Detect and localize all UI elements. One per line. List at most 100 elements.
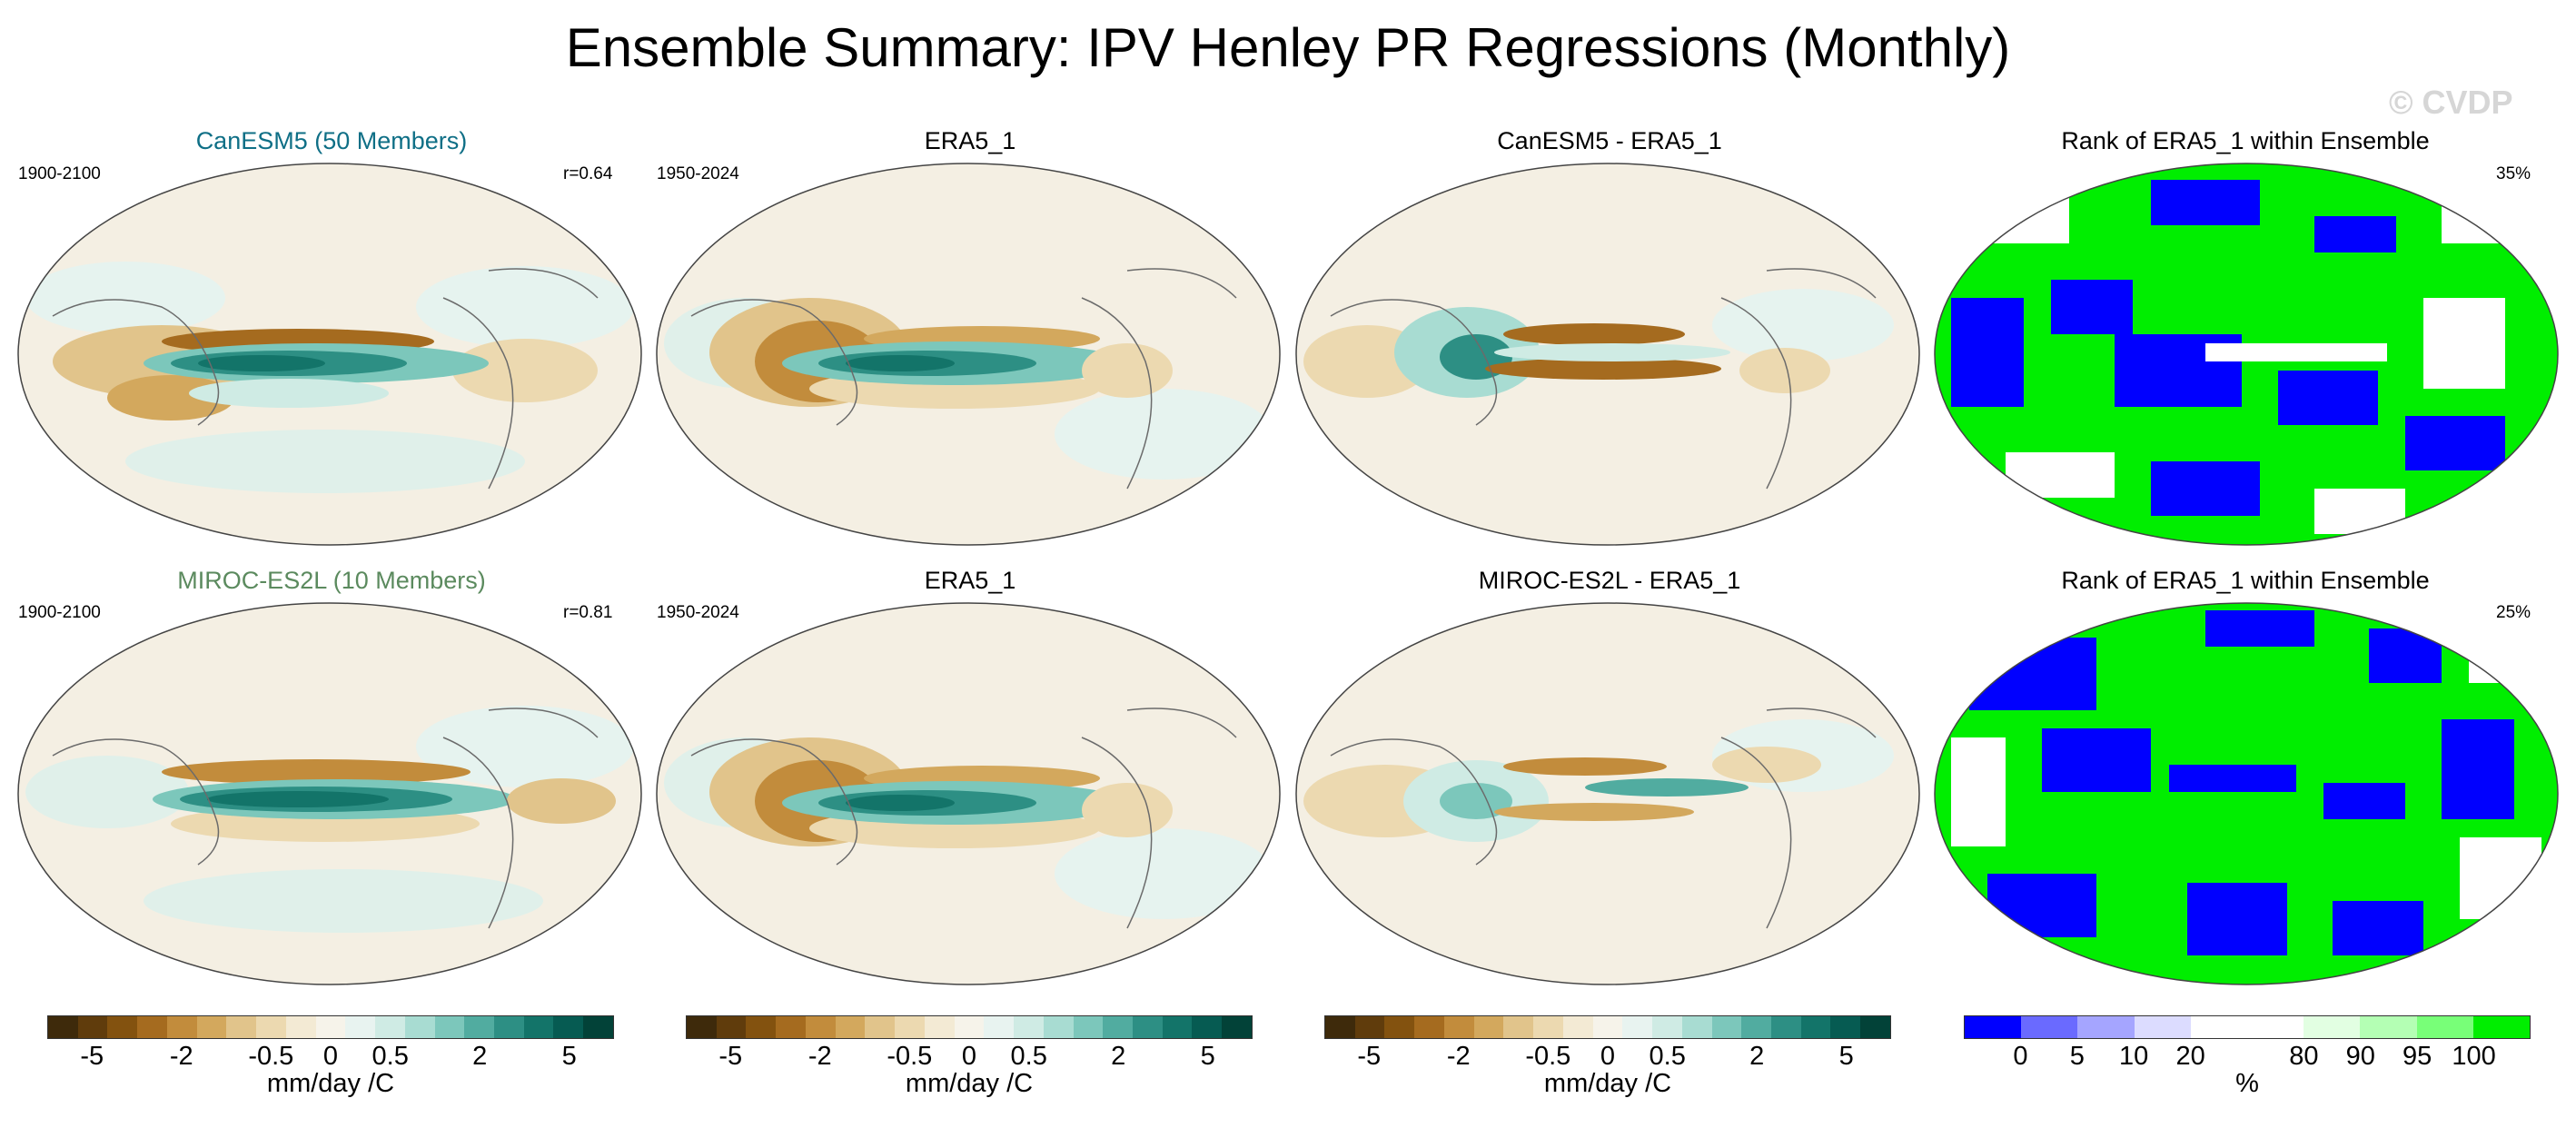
- colorbar-tick-label: -2: [1446, 1042, 1471, 1071]
- colorbar-swatch: [1965, 1016, 2022, 1038]
- row1-pattern-corr: r=0.64: [563, 164, 613, 183]
- colorbar-tick-label: 0: [961, 1042, 977, 1071]
- colorbar-tick-label: 2: [472, 1042, 488, 1071]
- colorbar-swatch: [1800, 1016, 1831, 1038]
- colorbar-tick-label: -5: [80, 1042, 104, 1071]
- colorbar-swatch: [2472, 1016, 2531, 1038]
- colorbar-swatch: [553, 1016, 584, 1038]
- colorbar-swatch: [716, 1016, 747, 1038]
- colorbar-tick-label: 0.5: [372, 1042, 409, 1071]
- row1-diff-title: CanESM5 - ERA5_1: [1497, 127, 1722, 154]
- colorbar-1: [47, 1015, 614, 1039]
- map-era5-regression-row2: [655, 601, 1282, 986]
- colorbar-swatch: [375, 1016, 405, 1038]
- colorbar-swatch: [196, 1016, 227, 1038]
- colorbar-swatch: [464, 1016, 495, 1038]
- colorbar-rank-ticks: 0 5 10 20 80 90 95 100: [1964, 1042, 2576, 1073]
- colorbar-swatch: [1103, 1016, 1134, 1038]
- colorbar-swatch: [48, 1016, 78, 1038]
- colorbar-swatch: [2021, 1016, 2078, 1038]
- colorbar-3-ticks: -5 -2 -0.5 0 0.5 2 5: [1324, 1042, 1942, 1073]
- row2-diff-title: MIROC-ES2L - ERA5_1: [1478, 567, 1741, 594]
- colorbar-swatch: [1533, 1016, 1563, 1038]
- colorbar-tick-label: -0.5: [248, 1042, 294, 1071]
- row2-obs-title: ERA5_1: [924, 567, 1016, 594]
- row2-model-title: MIROC-ES2L (10 Members): [177, 567, 486, 594]
- colorbar-swatch: [805, 1016, 836, 1038]
- colorbar-3-unit: mm/day /C: [1543, 1069, 1672, 1098]
- colorbar-swatch: [434, 1016, 465, 1038]
- colorbar-swatch: [924, 1016, 955, 1038]
- row2-obs-years: 1950-2024: [657, 603, 739, 622]
- map-miroc-minus-era5: [1294, 601, 1921, 986]
- colorbar-tick-label: 2: [1111, 1042, 1126, 1071]
- colorbar-swatch: [315, 1016, 346, 1038]
- colorbar-swatch: [1771, 1016, 1801, 1038]
- colorbar-swatch: [2247, 1016, 2304, 1038]
- colorbar-tick-label: 0.5: [1649, 1042, 1686, 1071]
- colorbar-swatch: [895, 1016, 925, 1038]
- map-rank-row2: [1933, 601, 2560, 986]
- colorbar-swatch: [984, 1016, 1015, 1038]
- colorbar-tick-label: -5: [1357, 1042, 1382, 1071]
- colorbar-swatch: [2190, 1016, 2248, 1038]
- colorbar-swatch: [2304, 1016, 2361, 1038]
- colorbar-swatch: [256, 1016, 286, 1038]
- page-title: Ensemble Summary: IPV Henley PR Regressi…: [565, 17, 2011, 78]
- map-canesm5-regression: [16, 162, 643, 547]
- colorbar-tick-label: 5: [2069, 1042, 2085, 1071]
- colorbar-tick-label: 0: [322, 1042, 339, 1071]
- colorbar-swatch: [1830, 1016, 1861, 1038]
- colorbar-swatch: [2134, 1016, 2191, 1038]
- colorbar-swatch: [1860, 1016, 1890, 1038]
- colorbar-swatch: [1681, 1016, 1712, 1038]
- colorbar-swatch: [1384, 1016, 1415, 1038]
- colorbar-tick-label: 0.5: [1010, 1042, 1047, 1071]
- colorbar-tick-label: 20: [2175, 1042, 2205, 1071]
- colorbar-2-ticks: -5 -2 -0.5 0 0.5 2 5: [686, 1042, 1303, 1073]
- row1-obs-years: 1950-2024: [657, 164, 739, 183]
- colorbar-swatch: [523, 1016, 554, 1038]
- colorbar-swatch: [1443, 1016, 1474, 1038]
- colorbar-swatch: [285, 1016, 316, 1038]
- colorbar-swatch: [137, 1016, 167, 1038]
- colorbar-tick-label: 10: [2119, 1042, 2149, 1071]
- colorbar-swatch: [1414, 1016, 1444, 1038]
- colorbar-swatch: [404, 1016, 435, 1038]
- colorbar-tick-label: 5: [561, 1042, 577, 1071]
- colorbar-2: [686, 1015, 1253, 1039]
- map-canesm5-minus-era5: [1294, 162, 1921, 547]
- cvdp-watermark: © CVDP: [2389, 84, 2513, 121]
- colorbar-tick-label: 95: [2403, 1042, 2432, 1071]
- colorbar-swatch: [1043, 1016, 1074, 1038]
- colorbar-tick-label: 5: [1838, 1042, 1854, 1071]
- row1-rank-title: Rank of ERA5_1 within Ensemble: [2061, 127, 2430, 154]
- colorbar-swatch: [1741, 1016, 1772, 1038]
- colorbar-swatch: [77, 1016, 108, 1038]
- row1-obs-title: ERA5_1: [924, 127, 1016, 154]
- colorbar-swatch: [345, 1016, 376, 1038]
- row1-model-title: CanESM5 (50 Members): [195, 127, 468, 154]
- colorbar-tick-label: 5: [1200, 1042, 1215, 1071]
- colorbar-swatch: [835, 1016, 866, 1038]
- colorbar-swatch: [776, 1016, 806, 1038]
- colorbar-tick-label: 90: [2345, 1042, 2375, 1071]
- map-miroc-regression: [16, 601, 643, 986]
- colorbar-swatch: [954, 1016, 985, 1038]
- colorbar-swatch: [107, 1016, 138, 1038]
- colorbar-tick-label: -5: [718, 1042, 743, 1071]
- row2-model-years: 1900-2100: [18, 603, 101, 622]
- colorbar-swatch: [166, 1016, 197, 1038]
- row2-rank-percent: 25%: [2496, 603, 2531, 622]
- colorbar-swatch: [2360, 1016, 2417, 1038]
- colorbar-swatch: [1622, 1016, 1653, 1038]
- colorbar-swatch: [226, 1016, 257, 1038]
- colorbar-tick-label: 2: [1749, 1042, 1765, 1071]
- colorbar-swatch: [1354, 1016, 1385, 1038]
- colorbar-swatch: [2077, 1016, 2135, 1038]
- colorbar-swatch: [865, 1016, 896, 1038]
- colorbar-rank: [1964, 1015, 2531, 1039]
- colorbar-tick-label: -2: [169, 1042, 193, 1071]
- colorbar-swatch: [1711, 1016, 1742, 1038]
- row2-rank-title: Rank of ERA5_1 within Ensemble: [2061, 567, 2430, 594]
